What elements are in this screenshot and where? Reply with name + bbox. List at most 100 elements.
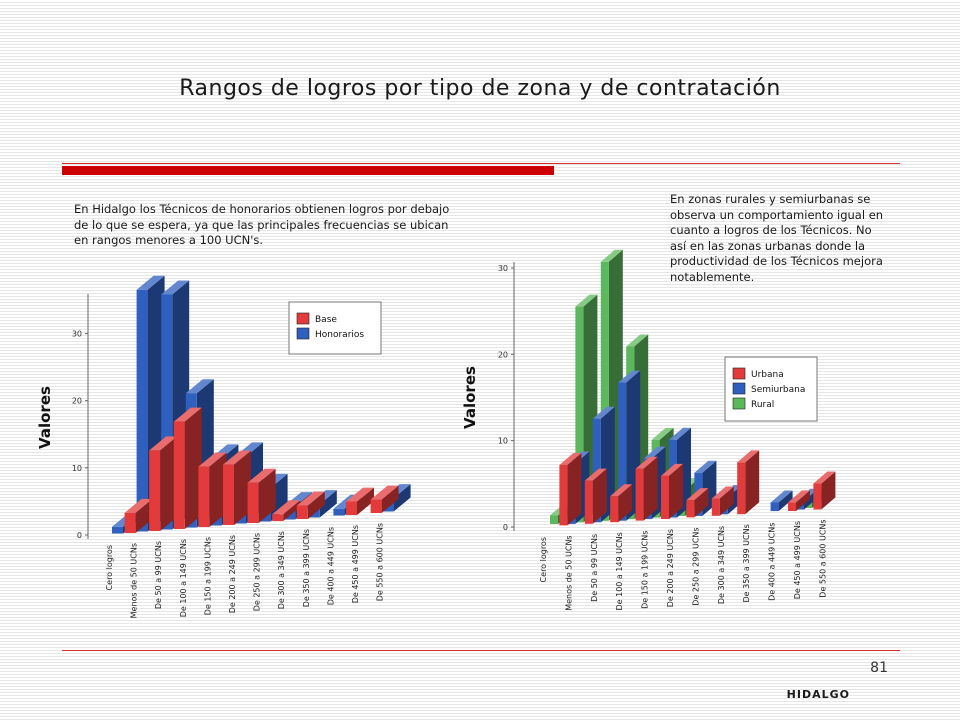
x-tick-label: De 250 a 299 UCNs xyxy=(253,533,262,611)
bar-top xyxy=(559,452,582,465)
y-tick-label: 0 xyxy=(503,523,508,532)
x-tick-label: Cero logros xyxy=(105,545,114,590)
bar-urbana xyxy=(635,468,644,521)
legend-label: Base xyxy=(315,315,337,325)
y-tick-label: 10 xyxy=(498,437,508,446)
bar-top xyxy=(711,486,734,499)
bar-top xyxy=(592,406,615,419)
bar-top xyxy=(161,280,190,295)
legend-swatch xyxy=(732,367,746,380)
x-tick-label: De 400 a 449 UCNs xyxy=(326,527,335,605)
x-tick-label: De 450 a 499 UCNs xyxy=(793,521,802,599)
bar-top xyxy=(669,427,691,440)
bar-base xyxy=(247,482,259,523)
bar-side xyxy=(719,486,734,516)
bar-side xyxy=(694,488,709,518)
x-tick-label: De 150 a 199 UCNs xyxy=(203,537,212,615)
bar-top xyxy=(788,490,810,503)
bar-top xyxy=(618,370,641,383)
x-tick-label: De 50 a 99 UCNs xyxy=(590,534,599,602)
bar-urbana xyxy=(661,475,669,519)
x-tick-label: De 350 a 399 UCNs xyxy=(302,529,311,607)
bar-side xyxy=(307,491,325,519)
bar-top xyxy=(247,468,276,483)
bar-side xyxy=(357,487,374,515)
bar-base xyxy=(346,501,357,515)
legend-swatch xyxy=(296,312,310,325)
bar-side xyxy=(160,436,178,531)
bar-base xyxy=(149,450,161,531)
legend-label: Semiurbana xyxy=(751,385,805,395)
bar-urbana xyxy=(711,498,720,516)
y-tick-label: 0 xyxy=(77,531,82,540)
bar-base xyxy=(272,514,284,521)
bar-side xyxy=(745,450,760,515)
y-tick-label: 30 xyxy=(72,330,82,339)
bar-urbana xyxy=(686,500,695,518)
bar-side xyxy=(184,407,202,529)
bar-top xyxy=(370,485,399,500)
left-paragraph: En Hidalgo los Técnicos de honorarios ob… xyxy=(74,202,450,247)
bar-urbana xyxy=(559,464,568,526)
bar-top xyxy=(694,460,717,473)
x-tick-label: De 50 a 99 UCNs xyxy=(154,541,163,609)
footer-rule xyxy=(62,650,900,651)
bar-side xyxy=(821,471,836,510)
bar-top xyxy=(296,491,325,506)
legend-label: Honorarios xyxy=(315,330,364,340)
x-tick-label: De 450 a 499 UCNs xyxy=(351,525,360,603)
header-accent-bar xyxy=(62,166,554,175)
x-tick-label: De 300 a 349 UCNs xyxy=(277,531,286,609)
x-tick-label: De 150 a 199 UCNs xyxy=(641,531,650,609)
bar-top xyxy=(346,487,374,502)
bar-side xyxy=(643,456,658,521)
bar-honorarios xyxy=(333,508,345,516)
bar-top xyxy=(185,379,214,394)
bar-top xyxy=(686,488,709,501)
bar-honorarios xyxy=(112,526,123,534)
bar-top xyxy=(149,436,178,451)
bar-top xyxy=(813,471,836,484)
bar-top xyxy=(643,446,666,459)
bar-side xyxy=(209,452,227,527)
legend-swatch xyxy=(732,382,746,395)
chart-2-group: 0 10 20 30 Valores Cero logros Menos de 50 UCN… xyxy=(461,249,836,611)
bar-urbana xyxy=(813,483,822,510)
bar-side xyxy=(567,452,582,526)
bar-top xyxy=(635,456,658,469)
footer-label: HIDALGO xyxy=(786,688,850,701)
bar-base xyxy=(173,421,185,529)
y-tick-label: 30 xyxy=(498,264,508,273)
x-tick-label: De 550 a 600 UCNs xyxy=(818,519,827,597)
bar-honorarios xyxy=(161,294,173,530)
bar-rural xyxy=(600,261,609,521)
bar-rural xyxy=(550,515,558,524)
x-tick-label: Cero logros xyxy=(539,537,548,582)
right-paragraph: En zonas rurales y semiurbanas se observ… xyxy=(670,192,884,284)
y-axis-label: Valores xyxy=(461,366,479,429)
bar-side xyxy=(135,498,153,533)
bar-base xyxy=(223,464,234,525)
bar-urbana xyxy=(788,502,796,511)
x-tick-label: De 400 a 449 UCNs xyxy=(768,523,777,601)
bar-side xyxy=(778,490,793,512)
legend-swatch xyxy=(296,327,310,340)
bar-top xyxy=(610,484,633,497)
bar-semiurbana xyxy=(770,502,779,512)
bar-top xyxy=(272,500,301,515)
bar-urbana xyxy=(610,496,619,523)
bar-side xyxy=(393,484,411,512)
bar-top xyxy=(223,450,251,465)
page-number: 81 xyxy=(870,660,888,676)
x-tick-label: De 300 a 349 UCNs xyxy=(717,526,726,604)
bar-side xyxy=(618,484,633,523)
bar-top xyxy=(661,463,683,476)
bar-top xyxy=(737,450,760,463)
bar-urbana xyxy=(737,462,746,515)
bar-side xyxy=(381,485,399,513)
bar-semiurbana xyxy=(618,382,627,521)
y-tick-label: 20 xyxy=(72,397,82,406)
x-tick-label: De 200 a 249 UCNs xyxy=(228,535,237,613)
bar-side xyxy=(796,490,810,511)
